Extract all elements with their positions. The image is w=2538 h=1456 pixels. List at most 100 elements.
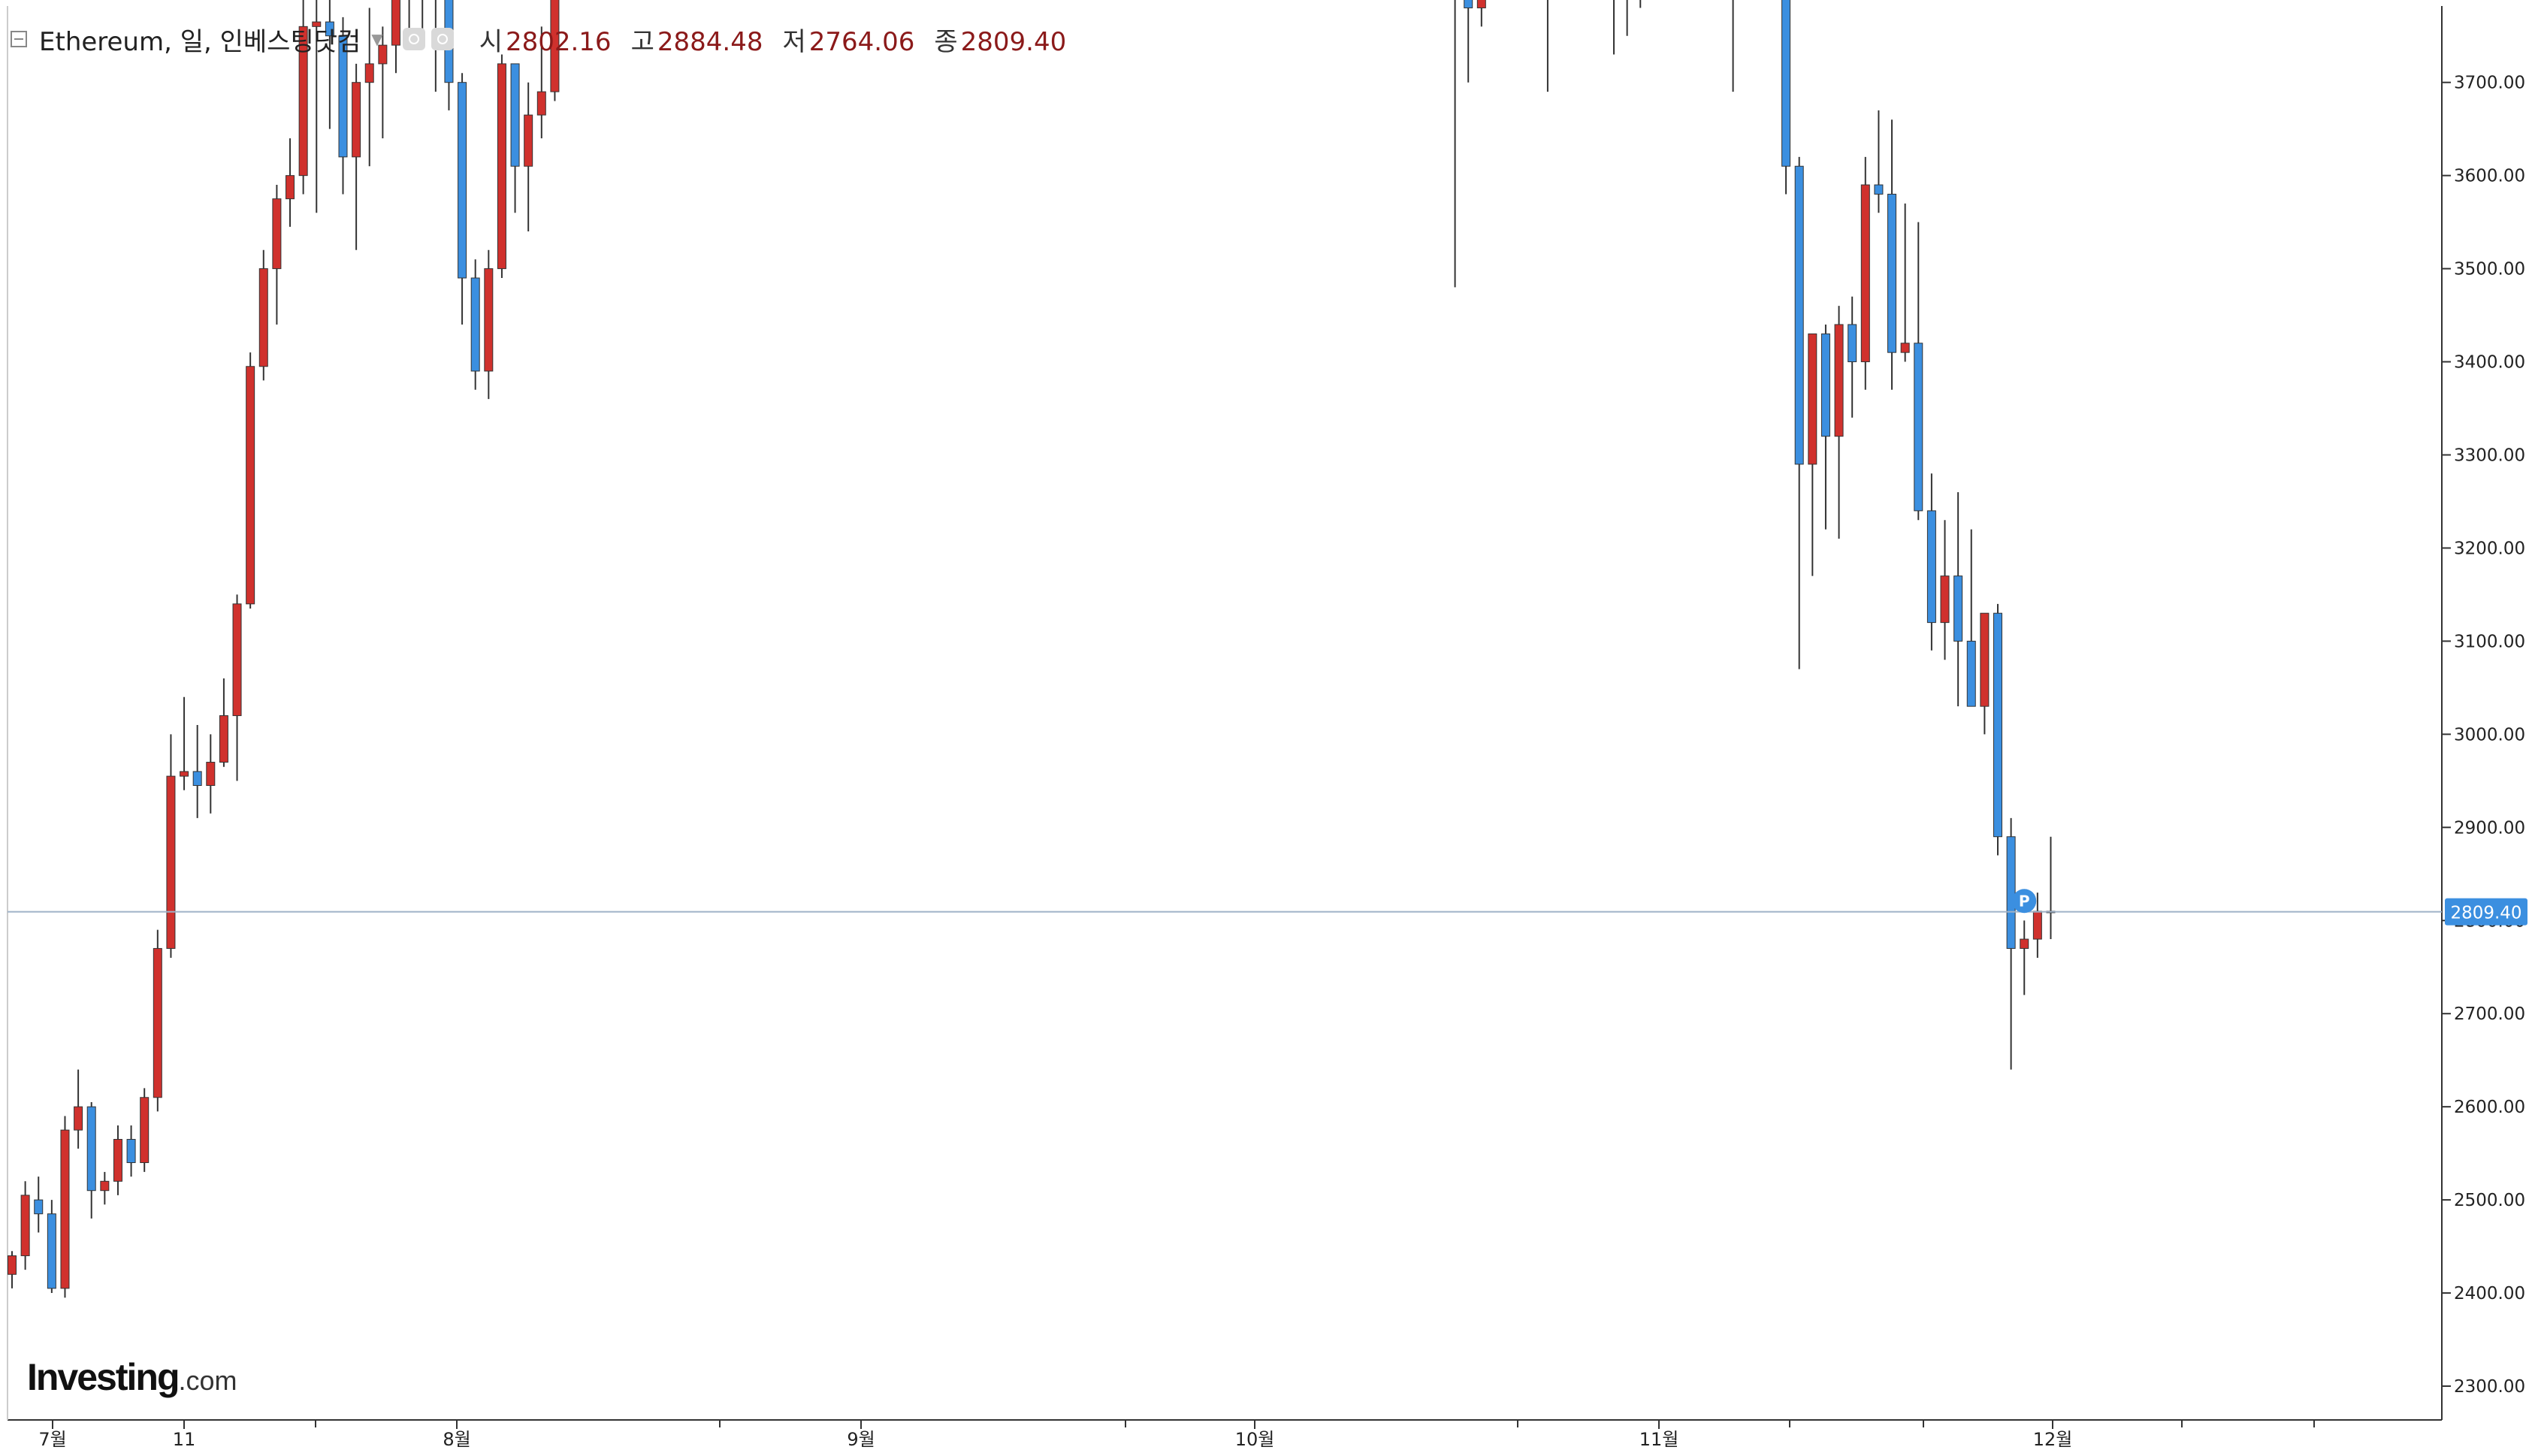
candle-body	[60, 1129, 70, 1289]
x-tick-label: 7월	[38, 1429, 66, 1450]
candle-body	[1781, 0, 1791, 167]
symbol-title[interactable]: Ethereum, 일, 인베스팅닷컴	[39, 26, 361, 57]
y-tick-label: 3400.00	[2454, 353, 2525, 373]
y-tick-label: 3000.00	[2454, 725, 2525, 745]
candle-body	[510, 63, 520, 167]
candle-body	[1794, 165, 1804, 465]
ohlc-open: 시 2802.16	[479, 21, 612, 58]
event-marker-label: P	[2019, 892, 2030, 910]
candle-body	[1834, 324, 1844, 437]
candle-body	[8, 1255, 17, 1275]
settings-icon[interactable]	[431, 28, 454, 50]
candle-body	[1980, 612, 1990, 707]
candle-body	[100, 1180, 110, 1192]
candle-body	[286, 175, 295, 200]
candle-body	[470, 277, 480, 372]
candle-body	[550, 0, 560, 92]
candle-body	[458, 82, 467, 279]
y-tick-label: 3100.00	[2454, 632, 2525, 651]
candle-body	[1808, 333, 1817, 465]
high-label: 고	[630, 26, 654, 57]
candle-body	[232, 603, 242, 717]
chart-frame	[7, 6, 2443, 1421]
ohlc-low: 저 2764.06	[782, 21, 914, 58]
candle-body	[1900, 343, 1910, 353]
candle-body	[2006, 836, 2016, 949]
candle-body	[1874, 184, 1884, 195]
x-tick-label: 11	[173, 1429, 196, 1450]
y-tick-label: 3700.00	[2454, 74, 2525, 93]
candle-body	[484, 268, 494, 372]
y-tick-label: 2300.00	[2454, 1377, 2525, 1397]
candle-body	[272, 198, 282, 270]
x-tick-label: 8월	[443, 1429, 470, 1450]
ohlc-close: 종 2809.40	[934, 21, 1066, 58]
close-label: 종	[934, 26, 958, 57]
candle-body	[166, 775, 176, 949]
candle-body	[536, 91, 546, 116]
candle-body	[497, 63, 506, 270]
candle-body	[86, 1106, 96, 1192]
low-value: 2764.06	[808, 26, 915, 57]
y-tick-label: 3200.00	[2454, 539, 2525, 558]
event-marker-icon	[2012, 889, 2037, 914]
candle-body	[338, 35, 348, 158]
chevron-down-icon[interactable]: ▼	[371, 30, 383, 48]
chart-legend: Ethereum, 일, 인베스팅닷컴 ▼ 시 2802.16 고 2884.48 …	[11, 18, 1066, 60]
open-value: 2802.16	[505, 26, 612, 57]
candle-body	[1820, 333, 1830, 437]
candle-body	[312, 21, 322, 27]
y-tick-label: 3500.00	[2454, 260, 2525, 279]
candle-body	[524, 114, 533, 167]
candle-body	[1848, 324, 1857, 363]
low-label: 저	[782, 26, 806, 57]
candle-body	[1914, 343, 1923, 512]
current-price-badge	[2445, 898, 2527, 926]
candles	[8, 0, 2056, 1298]
collapse-legend-icon[interactable]	[11, 31, 27, 47]
candle-body	[2032, 911, 2042, 940]
open-label: 시	[479, 26, 503, 57]
candle-body	[192, 771, 202, 787]
investing-logo: Investing.com	[27, 1355, 237, 1399]
candle-body	[1887, 193, 1897, 353]
y-tick-label: 2400.00	[2454, 1284, 2525, 1303]
candle-body	[352, 82, 361, 158]
close-value: 2809.40	[960, 26, 1067, 57]
candle-body	[153, 947, 162, 1098]
y-tick-label: 2900.00	[2454, 818, 2525, 838]
logo-suffix: .com	[178, 1365, 237, 1396]
x-tick-label: 12월	[2033, 1429, 2073, 1450]
y-tick-label: 3600.00	[2454, 167, 2525, 186]
candle-body	[1926, 510, 1936, 624]
candle-body	[1993, 612, 2002, 838]
x-tick-label: 11월	[1639, 1429, 1679, 1450]
candle-body	[1860, 184, 1870, 363]
eye-icon[interactable]	[402, 28, 425, 50]
y-axis: 2300.002400.002500.002600.002700.002800.…	[2442, 74, 2525, 1397]
candle-body	[1940, 575, 1950, 624]
candle-body	[391, 0, 400, 46]
candle-body	[325, 21, 334, 37]
x-axis: 7월 11 8월 9월 10월 11월 12월	[38, 1420, 2315, 1450]
candle-body	[206, 762, 216, 787]
candle-body	[1966, 640, 1976, 707]
candle-body	[1476, 0, 1486, 9]
y-tick-label: 2700.00	[2454, 1004, 2525, 1024]
candle-body	[20, 1195, 30, 1256]
candle-body	[140, 1097, 150, 1164]
candle-body	[298, 26, 308, 177]
candle-body	[2020, 938, 2029, 949]
y-tick-label: 2500.00	[2454, 1191, 2525, 1210]
candle-body	[126, 1139, 136, 1164]
candle-body	[180, 771, 189, 777]
current-price-label: 2809.40	[2450, 904, 2521, 923]
candle-body	[219, 715, 228, 763]
candle-body	[364, 63, 374, 83]
overlay: 2809.40 P	[8, 889, 2527, 926]
x-tick-label: 10월	[1235, 1429, 1275, 1450]
y-tick-label: 2600.00	[2454, 1098, 2525, 1117]
candle-body	[1953, 575, 1963, 642]
candle-body	[258, 268, 268, 367]
